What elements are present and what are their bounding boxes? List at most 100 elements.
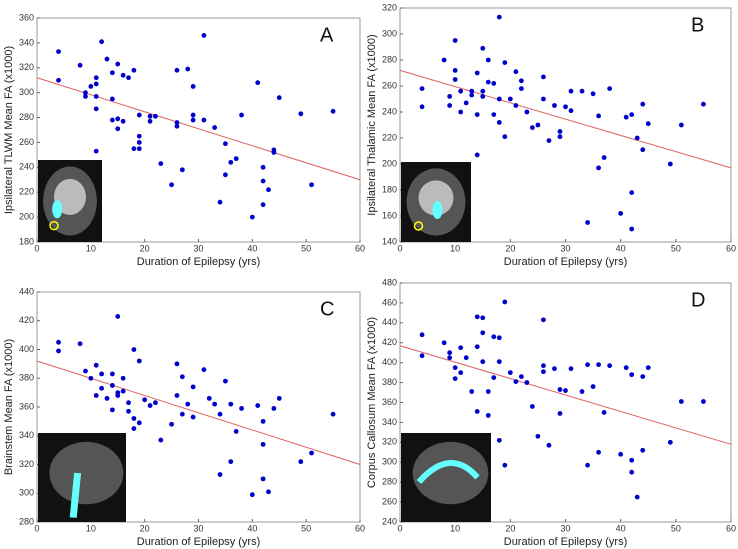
point [496, 14, 502, 20]
point [330, 108, 336, 114]
point [131, 67, 137, 73]
point [480, 315, 486, 321]
point [474, 112, 480, 117]
point [298, 459, 304, 465]
y-tick-label: 300 [382, 457, 397, 467]
point [131, 426, 137, 431]
point [206, 395, 212, 401]
point [419, 353, 425, 359]
y-tick-label: 360 [19, 401, 34, 411]
y-tick-label: 440 [382, 317, 397, 327]
point [93, 94, 99, 99]
point [217, 199, 223, 205]
y-tick-label: 240 [382, 516, 397, 526]
trendline [399, 69, 732, 169]
y-tick-label: 340 [19, 430, 34, 440]
point [56, 49, 61, 54]
point [93, 81, 99, 87]
x-tick-label: 10 [450, 243, 460, 253]
point [185, 401, 191, 407]
point [190, 112, 196, 118]
x-tick-label: 60 [726, 243, 736, 253]
point [131, 347, 137, 352]
point [496, 437, 502, 443]
point [645, 365, 651, 371]
point [93, 362, 99, 368]
point [496, 120, 502, 125]
point [147, 118, 153, 124]
point [136, 140, 142, 145]
point [233, 429, 239, 434]
y-tick-label: 300 [382, 28, 397, 38]
point [147, 403, 153, 408]
point [233, 156, 239, 162]
point [629, 457, 635, 463]
point [190, 414, 196, 420]
y-tick-label: 320 [382, 2, 397, 12]
point [260, 202, 266, 208]
point [667, 439, 673, 445]
y-tick-label: 140 [382, 236, 397, 246]
point [480, 94, 486, 99]
point [93, 75, 99, 81]
point [541, 317, 546, 323]
point [99, 371, 104, 377]
point [190, 384, 196, 390]
brain-inset [38, 160, 102, 242]
point [126, 75, 131, 81]
point [271, 147, 277, 153]
point [109, 407, 115, 413]
x-tick-label: 30 [193, 523, 203, 533]
x-tick-label: 30 [560, 523, 570, 533]
point [474, 409, 480, 414]
point [266, 489, 271, 495]
point [568, 366, 574, 372]
point [255, 403, 261, 408]
point [309, 450, 314, 456]
brain-inset [401, 433, 491, 522]
lesion-marker [49, 220, 59, 231]
x-tick-label: 0 [397, 243, 402, 253]
point [88, 84, 94, 89]
point [480, 330, 486, 336]
point [126, 408, 131, 414]
point [579, 389, 585, 394]
y-tick-label: 280 [19, 516, 34, 526]
point [239, 112, 244, 118]
point [678, 399, 684, 404]
x-tick-label: 20 [505, 243, 515, 253]
point [485, 389, 491, 394]
x-axis-label: Duration of Epilepsy (yrs) [137, 256, 261, 268]
x-tick-label: 50 [671, 243, 681, 253]
point [120, 375, 126, 381]
point [557, 129, 563, 134]
point [147, 113, 153, 119]
point [585, 462, 590, 468]
point [452, 365, 458, 371]
point [485, 79, 491, 85]
point [596, 165, 601, 171]
point [201, 367, 207, 373]
point [541, 369, 546, 375]
point [201, 117, 207, 123]
point [109, 70, 115, 76]
point [104, 56, 110, 62]
point [136, 112, 142, 118]
point [120, 388, 126, 394]
point [541, 363, 546, 369]
point [585, 220, 590, 225]
point [530, 125, 535, 130]
point [260, 476, 266, 482]
point [153, 113, 158, 119]
point [153, 400, 158, 406]
brain-shape [412, 441, 489, 505]
x-tick-label: 40 [247, 243, 257, 253]
point [93, 148, 99, 154]
point [568, 108, 574, 114]
point [115, 393, 121, 398]
point [77, 62, 83, 68]
point [640, 101, 646, 107]
point [546, 138, 552, 144]
x-tick-label: 20 [140, 523, 150, 533]
point [174, 361, 180, 367]
